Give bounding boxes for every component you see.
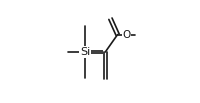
Text: Si: Si xyxy=(80,47,90,57)
Text: O: O xyxy=(122,30,130,40)
